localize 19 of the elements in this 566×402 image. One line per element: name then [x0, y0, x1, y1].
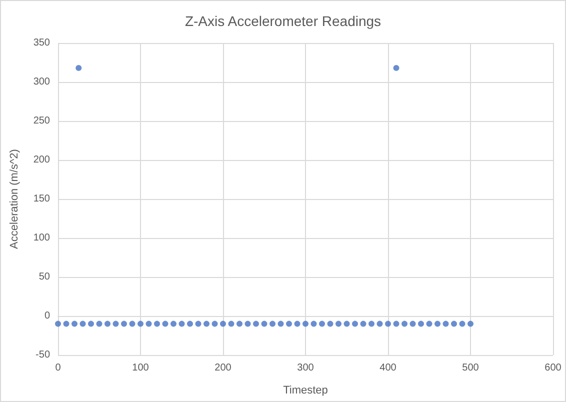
x-axis-title: Timestep — [283, 384, 328, 396]
x-tick-label: 300 — [297, 362, 314, 374]
x-tick-label: 100 — [132, 362, 150, 374]
y-tick-label: 300 — [33, 76, 50, 88]
y-tick-label: 50 — [38, 272, 50, 282]
x-tick-label: 0 — [55, 362, 62, 374]
y-tick-label: 350 — [33, 38, 50, 48]
y-tick-label: 250 — [33, 116, 50, 126]
y-tick-label: 0 — [44, 310, 50, 322]
x-tick-label: 400 — [380, 362, 397, 374]
x-tick-label: 500 — [462, 362, 480, 374]
y-axis-title: Acceleration (m/s^2) — [8, 149, 20, 249]
x-tick-label: 200 — [214, 362, 232, 374]
y-tick-label: 150 — [33, 194, 50, 204]
y-tick-label: 200 — [33, 154, 50, 166]
y-tick-label: -50 — [36, 350, 50, 360]
y-tick-label: 100 — [33, 232, 50, 244]
x-tick-label: 600 — [544, 362, 562, 374]
chart-title: Z-Axis Accelerometer Readings — [184, 13, 382, 29]
